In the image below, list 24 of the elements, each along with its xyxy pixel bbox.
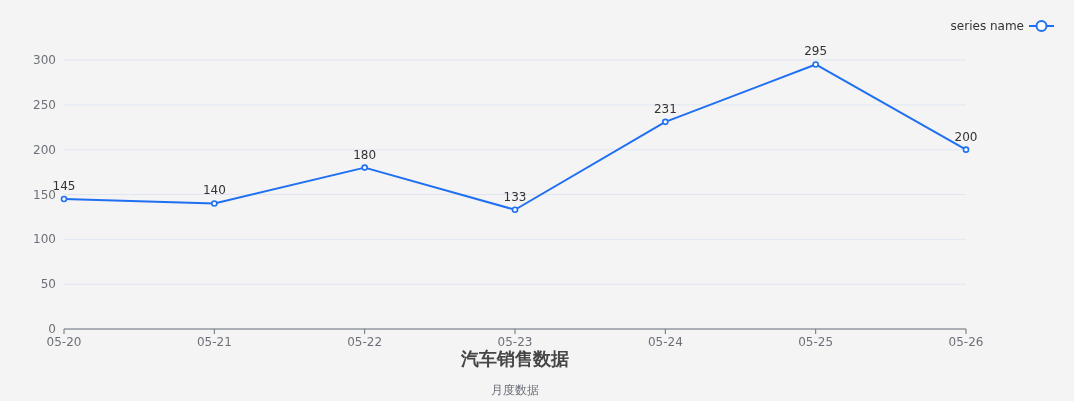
data-label: 133	[503, 189, 527, 204]
legend-label: series name	[950, 19, 1024, 33]
y-tick-label: 300	[33, 53, 56, 67]
y-tick-label: 50	[40, 277, 56, 292]
x-tick-label: 05-23	[497, 335, 533, 349]
legend: series name	[950, 19, 1055, 33]
data-label: 231	[653, 101, 677, 116]
data-label: 140	[202, 183, 226, 198]
y-tick-label: 150	[33, 187, 56, 202]
x-tick-label: 05-22	[347, 335, 383, 349]
y-tick-label: 250	[33, 97, 56, 112]
data-label: 295	[804, 44, 828, 59]
x-tick-label: 05-21	[196, 335, 232, 349]
y-tick-label: 100	[33, 232, 56, 247]
x-tick-label: 05-26	[948, 335, 984, 349]
x-tick-label: 05-25	[798, 335, 834, 349]
text: 汽车销售数据	[460, 348, 569, 369]
data-label: 180	[353, 147, 377, 162]
x-tick-label: 05-20	[46, 335, 82, 349]
y-tick-label: 0	[48, 322, 56, 336]
data-label: 200	[954, 129, 978, 144]
y-tick-label: 200	[33, 142, 56, 157]
x-tick-label: 05-24	[647, 335, 683, 349]
text: 月度数据	[491, 383, 539, 397]
